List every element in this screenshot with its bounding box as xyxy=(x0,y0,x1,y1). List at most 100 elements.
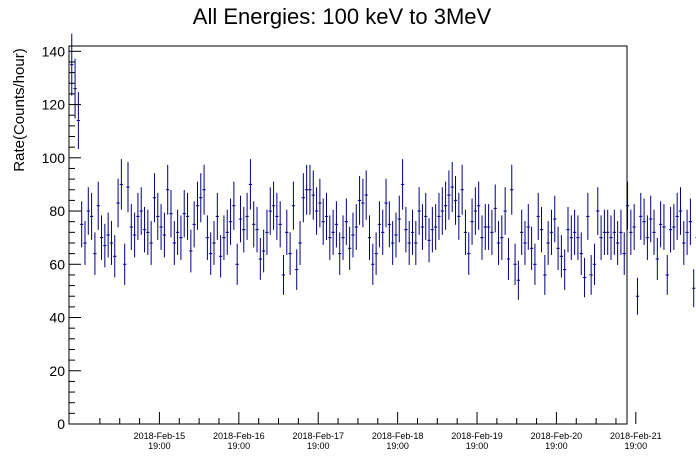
data-point xyxy=(635,277,640,315)
data-point xyxy=(89,192,94,240)
data-point xyxy=(658,201,663,248)
data-point xyxy=(457,192,461,240)
data-point xyxy=(678,187,683,235)
data-point xyxy=(205,215,210,260)
data-point xyxy=(93,232,97,275)
data-point xyxy=(288,232,292,275)
data-point xyxy=(106,212,110,258)
data-point xyxy=(553,195,557,243)
data-point xyxy=(467,232,471,275)
data-point xyxy=(159,204,163,250)
data-point xyxy=(662,204,666,250)
x-tick-time-label: 19:00 xyxy=(386,441,409,451)
data-point xyxy=(126,161,130,213)
data-point xyxy=(503,187,507,235)
data-point xyxy=(513,243,517,285)
data-point xyxy=(268,187,272,235)
data-point xyxy=(539,206,544,253)
data-point xyxy=(228,198,233,245)
data-point xyxy=(629,209,633,255)
data-point xyxy=(311,170,315,220)
data-point xyxy=(318,178,322,228)
data-point xyxy=(645,215,650,260)
x-tick-date-label: 2018-Feb-17 xyxy=(292,431,344,441)
data-point xyxy=(331,209,335,255)
data-point xyxy=(248,159,253,210)
data-point xyxy=(225,209,229,255)
y-axis-label: Rate(Counts/hour) xyxy=(11,48,28,171)
data-point xyxy=(136,192,140,240)
data-point xyxy=(692,269,696,308)
data-point xyxy=(546,221,550,265)
data-point xyxy=(103,223,107,268)
data-point xyxy=(367,215,372,260)
data-point xyxy=(202,164,206,215)
data-point xyxy=(397,195,401,243)
data-point xyxy=(387,201,392,248)
data-point xyxy=(258,237,262,280)
data-point xyxy=(192,201,196,248)
data-point xyxy=(639,192,643,240)
data-point xyxy=(328,215,332,260)
data-point xyxy=(569,215,573,260)
data-point xyxy=(348,226,352,270)
data-point xyxy=(218,235,223,278)
data-point xyxy=(182,190,186,238)
data-point xyxy=(523,221,527,265)
data-point xyxy=(169,190,173,238)
data-point xyxy=(536,192,540,240)
data-point xyxy=(235,243,239,285)
data-point xyxy=(391,221,395,265)
data-point xyxy=(427,218,431,263)
data-point xyxy=(324,192,329,240)
data-point xyxy=(304,164,309,215)
data-point xyxy=(242,206,246,253)
data-point xyxy=(579,232,583,275)
data-point xyxy=(688,198,693,245)
data-point xyxy=(338,232,342,275)
y-tick-label: 20 xyxy=(49,363,65,379)
data-point xyxy=(533,243,537,285)
data-point xyxy=(255,206,259,253)
data-point xyxy=(496,221,501,265)
data-point xyxy=(291,181,296,230)
data-point xyxy=(321,198,325,245)
data-point xyxy=(463,209,468,255)
data-point xyxy=(483,204,487,250)
data-point xyxy=(278,201,282,248)
data-point xyxy=(549,209,554,255)
data-point xyxy=(470,198,474,245)
data-point xyxy=(652,209,656,255)
data-point xyxy=(189,229,193,273)
data-point xyxy=(132,212,137,258)
x-tick-time-label: 19:00 xyxy=(545,441,568,451)
y-tick-label: 140 xyxy=(42,43,66,59)
data-point xyxy=(576,215,580,260)
data-point xyxy=(473,187,478,235)
data-point xyxy=(344,198,348,245)
data-point xyxy=(232,181,236,230)
data-point xyxy=(371,243,375,285)
data-point xyxy=(559,235,564,278)
data-point xyxy=(166,164,170,215)
data-point xyxy=(295,249,299,290)
chart-title: All Energies: 100 keV to 3MeV xyxy=(193,4,492,29)
data-point xyxy=(649,195,653,243)
data-point xyxy=(586,192,590,240)
data-point xyxy=(447,170,451,220)
y-tick-label: 100 xyxy=(42,150,66,166)
data-point xyxy=(156,192,160,240)
data-point xyxy=(301,173,305,223)
data-point xyxy=(437,192,441,240)
data-point xyxy=(443,181,448,230)
data-point xyxy=(615,221,620,265)
data-point xyxy=(285,209,289,255)
data-point xyxy=(500,215,504,260)
data-point xyxy=(493,184,497,233)
data-markers xyxy=(70,33,696,315)
data-point xyxy=(175,209,180,255)
data-point xyxy=(245,192,249,240)
y-tick-label: 60 xyxy=(49,256,65,272)
